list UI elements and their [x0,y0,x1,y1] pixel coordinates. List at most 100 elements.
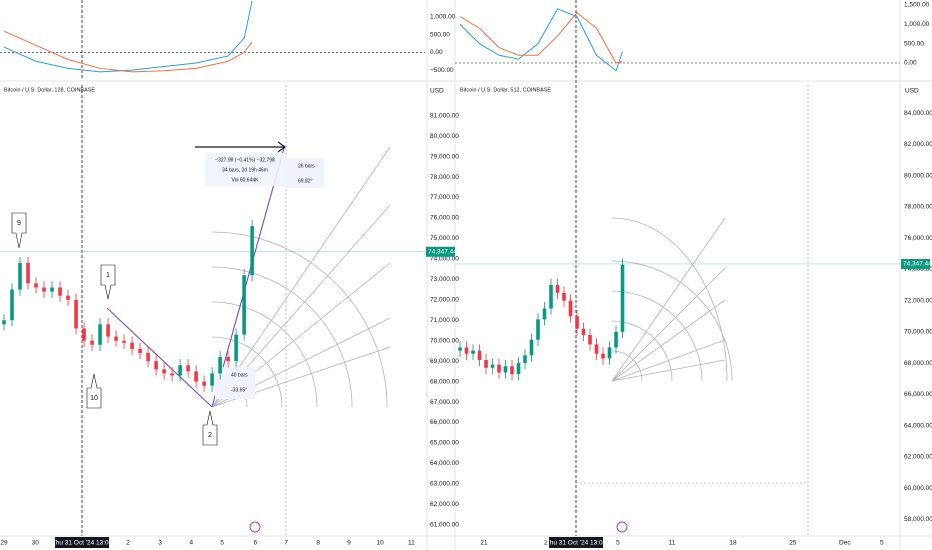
candle-body [477,350,482,360]
candle [162,363,166,380]
y-tick-label: 1,500.00 [904,2,930,9]
candle-body [601,353,605,359]
candle [464,341,469,360]
candle-body [122,340,126,343]
candle-body [194,371,198,382]
arrow [195,141,287,153]
candle [549,278,553,315]
candle [50,281,54,298]
y-tick-label: 82,000.00 [904,141,932,148]
candle-body [42,287,46,292]
candle [562,286,566,307]
candle-body [464,347,469,354]
candle-body [620,264,625,332]
candle [210,367,214,392]
y-tick-label: 80,000.00 [904,172,932,179]
candle [66,289,70,306]
y-tick-label: 65,000.00 [430,440,459,447]
y-tick-label: 500.00 [430,31,450,38]
y-tick-label: 62,000.00 [430,501,459,508]
y-tick-label: 80,000.00 [430,133,459,140]
candle [581,322,586,342]
candle-body [74,299,78,329]
candle [154,355,158,376]
candle-body [607,347,612,359]
x-tick-label: Thu 31 Oct '24 13:04 [52,540,113,547]
info-text: 40 bars [231,372,248,378]
candle-body [90,340,94,345]
fan-drawing [611,217,733,382]
y-tick-label: 74,000.00 [430,256,459,263]
candle [2,314,6,331]
candle-body [130,342,134,349]
y-tick-label: 78,000.00 [430,174,459,181]
x-tick-label: 8 [316,540,320,547]
y-tick-label: 0.00 [430,49,443,56]
candle [234,328,238,368]
candle-body [536,319,540,340]
wave-label: 9 [11,212,27,249]
y-tick-label: 58,000.00 [904,516,932,523]
candle-body [114,336,118,341]
y-tick-label: 72,000.00 [904,297,932,304]
y-tick-label: 73,000.00 [430,276,459,283]
candle [510,360,514,381]
x-tick-label: 10 [377,540,385,547]
candle [594,338,599,360]
candle-body [549,285,553,309]
info-box [284,158,324,188]
last-price-tag [901,258,930,269]
candle [90,334,94,351]
measure-text: Vol 60.644K [232,177,260,183]
y-tick-label: 64,000.00 [430,460,459,467]
oscillator-line [3,0,253,73]
candle [218,350,222,380]
event-icon[interactable] [616,521,628,533]
candle [42,281,46,298]
symbol-title: Bitcoin / U.S. Dollar, 128, COINBASE [4,87,95,93]
y-tick-label: 0.00 [904,60,917,67]
candle-body [138,348,142,353]
candle-body [588,335,592,345]
measure-box [205,153,285,186]
candle [588,328,592,351]
x-tick-label: 4 [189,540,193,547]
candle [250,220,254,282]
candle-body [510,366,514,375]
x-tick-label: 7 [284,540,288,547]
y-tick-label: 78,000.00 [904,204,932,211]
candle [620,258,625,339]
x-tick-label: 5 [616,540,620,547]
x-tick-label: Dec [839,540,851,547]
y-tick-label: 71,000.00 [430,317,459,324]
candle-body [458,347,462,351]
candle-body [490,364,495,368]
candle-body [562,292,566,301]
candle-body [503,366,508,373]
y-tick-label: 72,000.00 [430,296,459,303]
currency-label: USD [430,88,444,95]
info-text: -33.65° [231,387,247,393]
y-tick-label: 62,000.00 [904,454,932,461]
candle-body [523,355,527,364]
measure-text: −327.98 (−0.41%) −32,798 [215,157,275,163]
candle-body [210,373,214,386]
candle [98,318,102,351]
last-price-label: 74,347.44 [903,261,932,268]
x-tick-label: 11 [669,540,676,547]
y-tick-label: 70,000.00 [904,329,932,336]
wave-label: 2 [202,410,218,446]
x-tick-label: 29 [0,540,8,547]
candle [536,313,540,346]
y-tick-label: 64,000.00 [904,422,932,429]
candle [74,293,78,335]
candle [26,256,30,290]
candle-body [18,262,22,290]
candle [146,346,150,368]
candle [130,336,134,355]
candle-body [82,328,86,341]
event-icon[interactable] [249,521,261,533]
candle [614,325,618,354]
y-tick-label: 79,000.00 [430,153,459,160]
candle [503,360,508,379]
